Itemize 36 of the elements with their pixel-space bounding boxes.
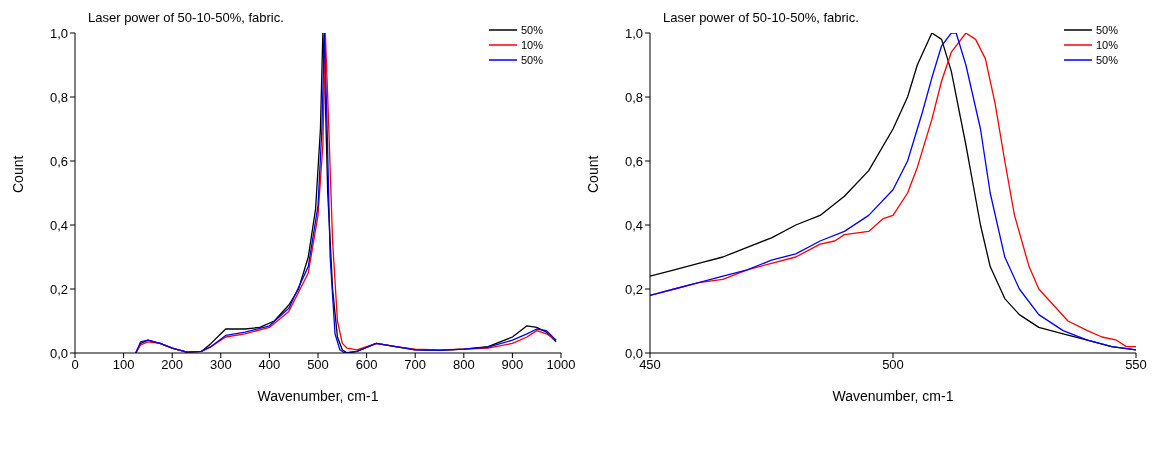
legend-label: 10% — [520, 38, 543, 51]
x-axis-title: Wavenumber, cm-1 — [257, 388, 379, 404]
legend-label: 50% — [1095, 53, 1118, 66]
x-tick-label: 800 — [452, 357, 475, 373]
y-tick-label: 0,6 — [49, 153, 68, 169]
x-tick-label: 300 — [209, 357, 232, 373]
y-tick-label: 0,4 — [624, 217, 643, 233]
x-tick-label: 400 — [258, 357, 281, 373]
legend-label: 10% — [1095, 38, 1118, 51]
x-tick-label: 0 — [71, 357, 79, 373]
y-tick-label: 0,8 — [624, 89, 643, 105]
y-tick-label: 0,0 — [49, 345, 68, 361]
chart-title: Laser power of 50-10-50%, fabric. — [663, 10, 859, 25]
x-tick-label: 500 — [307, 357, 329, 373]
y-axis-title: Count — [9, 155, 26, 193]
y-tick-label: 0,6 — [624, 153, 643, 169]
x-tick-label: 900 — [501, 357, 524, 373]
x-tick-label: 500 — [882, 357, 904, 373]
y-tick-label: 1,0 — [49, 25, 68, 41]
chart-title: Laser power of 50-10-50%, fabric. — [88, 10, 284, 25]
x-tick-label: 1000 — [546, 357, 576, 373]
y-tick-label: 0,2 — [624, 281, 643, 297]
y-axis-title: Count — [584, 155, 601, 193]
x-axis-title: Wavenumber, cm-1 — [832, 388, 954, 404]
y-tick-label: 1,0 — [624, 25, 643, 41]
legend-label: 50% — [520, 23, 543, 36]
x-tick-label: 600 — [355, 357, 378, 373]
x-tick-label: 100 — [112, 357, 135, 373]
y-tick-label: 0,8 — [49, 89, 68, 105]
y-tick-label: 0,2 — [49, 281, 68, 297]
x-tick-label: 200 — [161, 357, 184, 373]
x-tick-label: 700 — [404, 357, 427, 373]
legend-label: 50% — [1095, 23, 1118, 36]
legend-label: 50% — [520, 53, 543, 66]
y-tick-label: 0,4 — [49, 217, 68, 233]
x-tick-label: 550 — [1125, 357, 1147, 373]
